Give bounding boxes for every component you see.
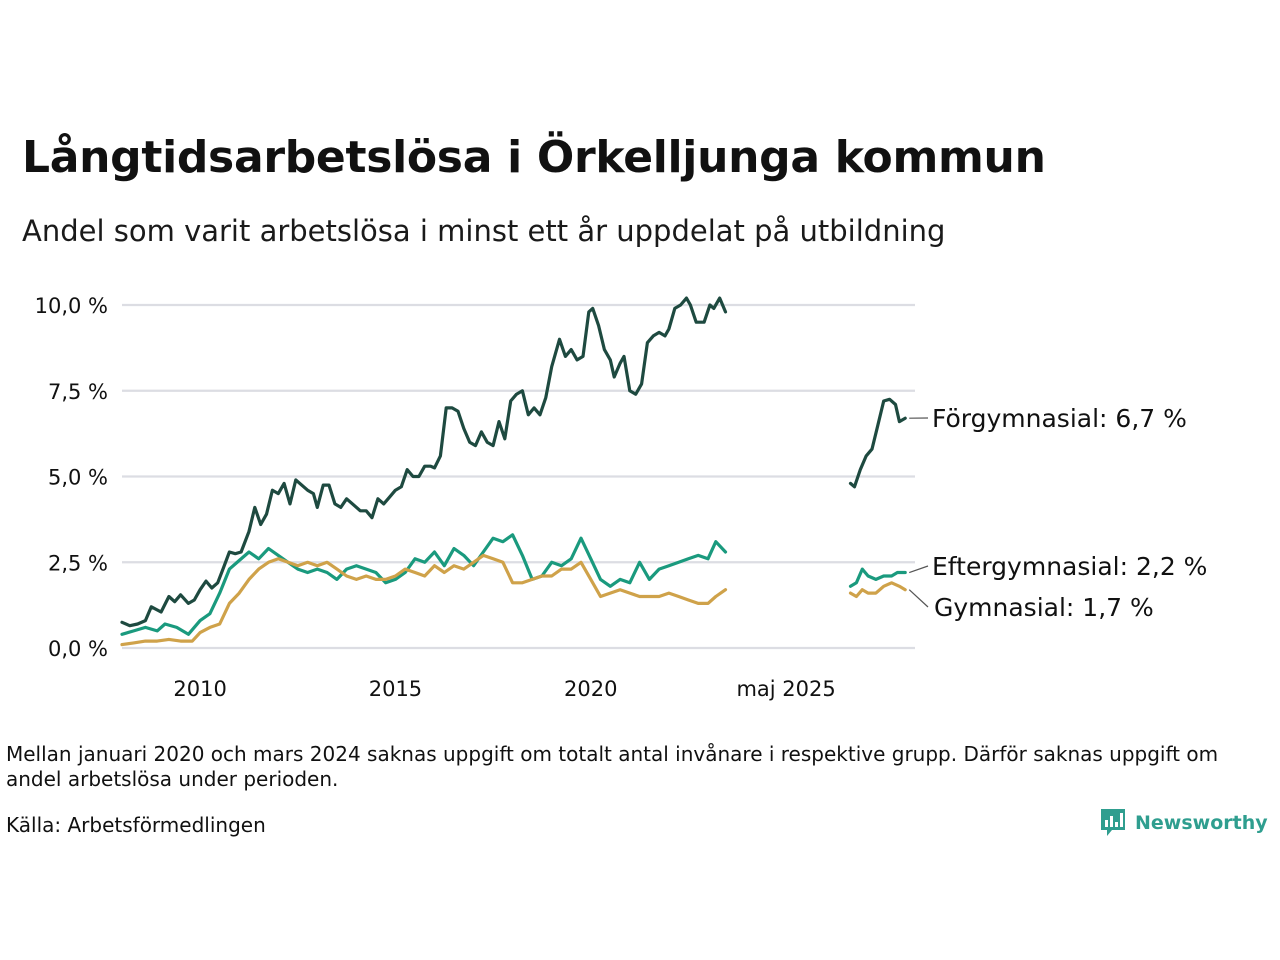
brand-logo: Newsworthy [1099,807,1268,839]
y-axis-ticks: 0,0 % 2,5 % 5,0 % 7,5 % 10,0 % [35,294,108,661]
source-credit: Källa: Arbetsförmedlingen [6,813,266,837]
series-line-gymnasial [120,553,728,647]
y-tick-label: 2,5 % [48,551,108,575]
chart-title: Långtidsarbetslösa i Örkelljunga kommun [22,132,1046,183]
label-leader [909,565,929,574]
series-end-labels: Förgymnasial: 6,7 % Eftergymnasial: 2,2 %… [908,404,1207,622]
line-chart: 0,0 % 2,5 % 5,0 % 7,5 % 10,0 % 2010 2015 2020 m… [35,294,1208,701]
x-tick-label: 2010 [173,677,226,701]
series-end-label: Förgymnasial: 6,7 % [932,404,1187,433]
newsworthy-icon [1101,809,1125,836]
series-line-förgymnasial [120,296,728,628]
series-end-label: Eftergymnasial: 2,2 % [932,552,1207,581]
series-end-label: Gymnasial: 1,7 % [934,593,1154,622]
label-leader [908,589,929,608]
x-tick-label: maj 2025 [736,677,835,701]
series-line-eftergymnasial [120,533,728,636]
chart-subtitle: Andel som varit arbetslösa i minst ett å… [22,214,946,248]
series-lines [120,296,907,647]
series-line-eftergymnasial [848,567,907,588]
series-line-gymnasial [848,581,907,599]
x-tick-label: 2015 [369,677,422,701]
series-line-förgymnasial [848,397,907,489]
y-tick-label: 7,5 % [48,380,108,404]
y-tick-label: 10,0 % [35,294,108,318]
brand-name: Newsworthy [1135,812,1268,834]
x-tick-label: 2020 [564,677,617,701]
footnote: Mellan januari 2020 och mars 2024 saknas… [6,742,1219,791]
y-tick-label: 5,0 % [48,466,108,490]
y-tick-label: 0,0 % [48,637,108,661]
gridlines [122,303,915,650]
x-axis-ticks: 2010 2015 2020 maj 2025 [173,677,835,701]
